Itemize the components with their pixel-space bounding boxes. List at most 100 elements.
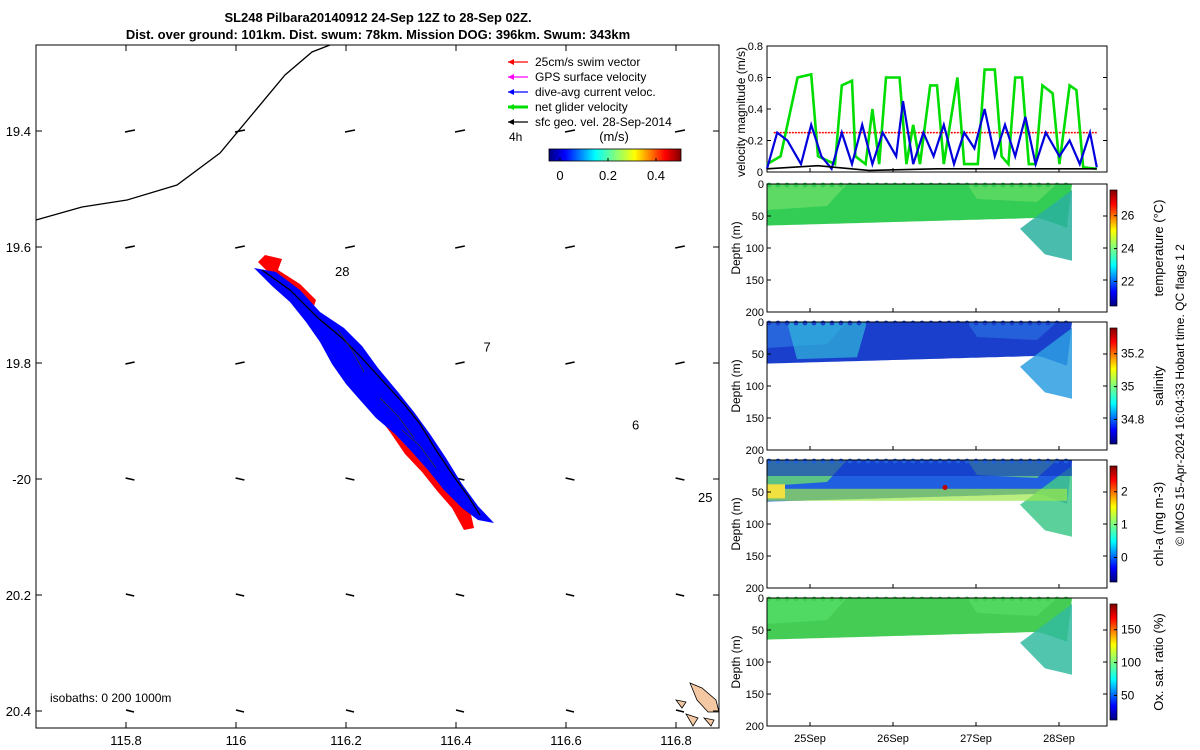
time-tick-label: 25Sep (794, 733, 826, 745)
surface-sample-dot (982, 182, 988, 188)
track-detail (337, 329, 437, 469)
surface-sample-dot (955, 320, 961, 326)
depth-tick-label: 50 (752, 349, 764, 361)
colorbar-title: (m/s) (599, 129, 629, 144)
surface-sample-dot (847, 320, 853, 326)
geo-velocity-arrow (565, 477, 575, 481)
surface-sample-dot (784, 458, 790, 464)
surface-sample-dot (910, 320, 916, 326)
surface-sample-dot (892, 182, 898, 188)
surface-sample-dot (847, 182, 853, 188)
isobaths-label: isobaths: 0 200 1000m (50, 691, 171, 705)
surface-sample-dot (1054, 458, 1060, 464)
chl-maximum-layer (767, 488, 1067, 501)
legend-arrowhead (508, 104, 514, 110)
surface-sample-dot (937, 182, 943, 188)
depth-tick-label: 50 (752, 625, 764, 637)
depth-tick-label: 100 (746, 657, 764, 669)
depth-tick-label: 200 (746, 445, 764, 457)
geo-velocity-arrow (454, 129, 466, 133)
surface-sample-dot (1063, 458, 1069, 464)
legend-arrowhead (508, 59, 514, 65)
map-y-tick-label: -20 (12, 472, 31, 487)
chl-high-point (942, 485, 948, 491)
surface-sample-dot (883, 458, 889, 464)
surface-sample-dot (1018, 458, 1024, 464)
title-line2: Dist. over ground: 101km. Dist. swum: 78… (126, 27, 630, 42)
depth-axis-label: Depth (m) (729, 359, 743, 412)
geo-velocity-arrow (675, 709, 685, 713)
surface-sample-dot (919, 458, 925, 464)
depth-tick-label: 0 (758, 593, 764, 605)
surface-sample-dot (991, 596, 997, 602)
legend-label: 25cm/s swim vector (535, 55, 640, 69)
salinity-high-patch (787, 322, 867, 360)
surface-sample-dot (811, 320, 817, 326)
surface-sample-dot (946, 320, 952, 326)
depth-tick-label: 150 (746, 551, 764, 563)
section-patch (767, 184, 847, 210)
legend-label: dive-avg current veloc. (535, 85, 656, 99)
geo-velocity-arrow (455, 361, 465, 365)
surface-sample-dot (865, 596, 871, 602)
day-label: 25 (698, 490, 712, 505)
cbar-tick-label: 2 (1121, 485, 1128, 499)
geo-velocity-arrow (125, 709, 135, 713)
legend-arrowhead (508, 74, 514, 80)
surface-sample-dot (874, 320, 880, 326)
geo-velocity-arrow (675, 361, 685, 365)
geo-velocity-arrow (235, 709, 245, 713)
surface-sample-dot (802, 320, 808, 326)
surface-sample-dot (820, 182, 826, 188)
section-patch (1020, 604, 1072, 675)
credit-text: © IMOS 15-Apr-2024 16:04:33 Hobart time.… (1173, 244, 1187, 546)
surface-sample-dot (964, 596, 970, 602)
series-net-glider-velocity (766, 68, 1097, 171)
surface-sample-dot (973, 596, 979, 602)
surface-sample-dot (838, 320, 844, 326)
map-x-tick-label: 116 (226, 733, 247, 748)
surface-sample-dot (775, 596, 781, 602)
surface-sample-dot (1036, 458, 1042, 464)
surface-sample-dot (1063, 320, 1069, 326)
depth-tick-label: 0 (758, 455, 764, 467)
geo-velocity-arrow (234, 129, 246, 133)
surface-sample-dot (784, 596, 790, 602)
depth-tick-label: 0 (758, 179, 764, 191)
cbar-tick-label: 0 (556, 168, 563, 183)
chl-high-patch (767, 484, 785, 499)
geo-velocity-arrow (235, 593, 245, 597)
surface-sample-dot (946, 596, 952, 602)
surface-sample-dot (820, 458, 826, 464)
surface-sample-dot (820, 320, 826, 326)
surface-sample-dot (946, 458, 952, 464)
map-x-tick-label: 116.4 (440, 733, 472, 748)
surface-sample-dot (1018, 320, 1024, 326)
surface-sample-dot (1063, 182, 1069, 188)
surface-sample-dot (874, 596, 880, 602)
surface-sample-dot (919, 320, 925, 326)
surface-sample-dot (937, 320, 943, 326)
surface-sample-dot (802, 182, 808, 188)
surface-sample-dot (991, 182, 997, 188)
geo-velocity-arrow (345, 245, 355, 249)
surface-sample-dot (901, 320, 907, 326)
surface-sample-dot (1027, 458, 1033, 464)
geo-velocity-arrow (235, 361, 245, 365)
surface-sample-dot (973, 320, 979, 326)
time-tick-label: 27Sep (960, 733, 992, 745)
legend-arrowhead (508, 119, 514, 125)
geo-velocity-arrow (125, 361, 135, 365)
cbar-tick-label: 24 (1121, 242, 1135, 256)
surface-sample-dot (1000, 596, 1006, 602)
cbar-tick-label: 1 (1121, 518, 1128, 532)
surface-sample-dot (829, 596, 835, 602)
surface-sample-dot (865, 320, 871, 326)
surface-sample-dot (811, 182, 817, 188)
cbar-tick-label: 150 (1121, 623, 1141, 637)
geo-velocity-arrow (565, 593, 575, 597)
section-panel-oxygen: 0 50 100 150 200 Depth (m) 50 100 150 Ox. sat. ra… (729, 593, 1166, 733)
surface-sample-dot (1036, 320, 1042, 326)
surface-sample-dot (793, 320, 799, 326)
